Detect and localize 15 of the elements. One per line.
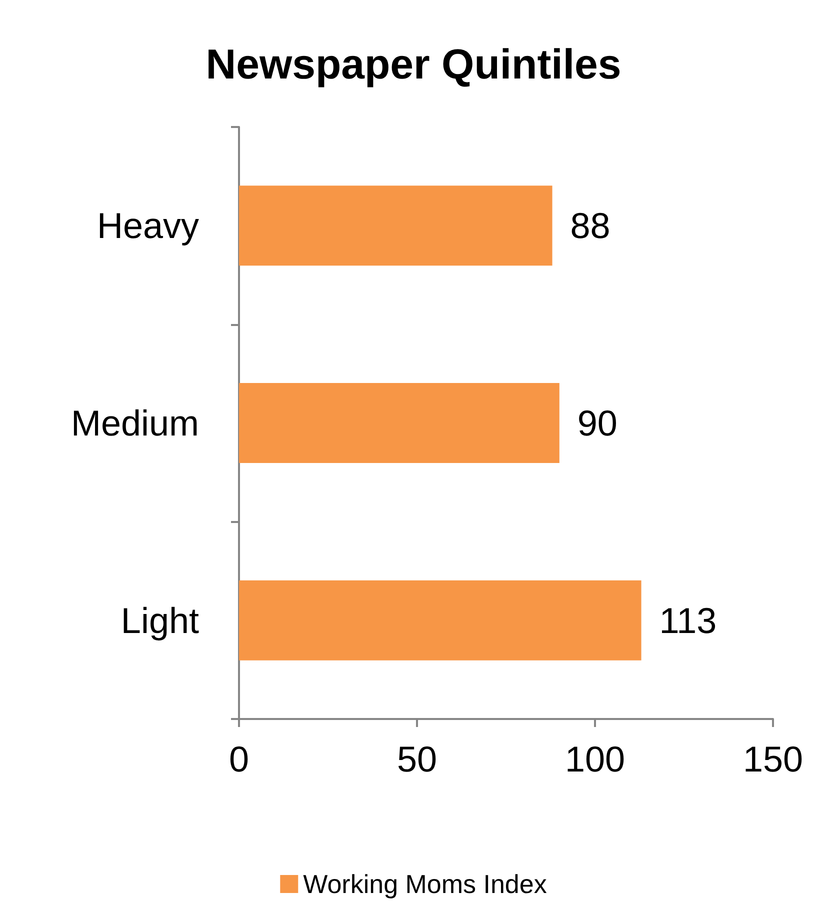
data-label: 113: [659, 600, 717, 641]
bar: [239, 186, 552, 266]
x-tick-label: 50: [396, 738, 438, 780]
x-tick-label: 0: [228, 738, 250, 780]
bar: [239, 580, 642, 660]
chart-title: Newspaper Quintiles: [206, 40, 622, 88]
y-tick-label: Light: [120, 600, 199, 641]
legend-label: Working Moms Index: [303, 869, 547, 899]
data-label: 90: [577, 402, 618, 444]
x-tick-label: 150: [742, 738, 804, 780]
x-tick-label: 100: [564, 738, 626, 780]
bar: [239, 383, 560, 463]
data-label: 88: [570, 205, 610, 246]
y-tick-label: Heavy: [96, 205, 199, 246]
y-tick-label: Medium: [70, 402, 199, 444]
